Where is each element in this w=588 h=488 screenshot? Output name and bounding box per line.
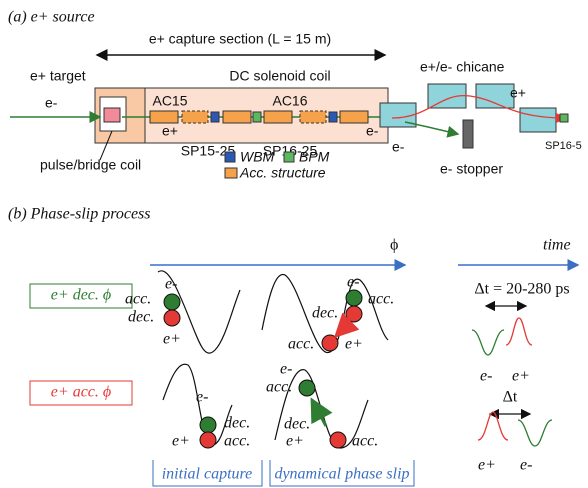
solenoid-label: DC solenoid coil: [229, 68, 330, 84]
phase-label: acc.: [368, 291, 394, 308]
pulse-label: e-: [480, 368, 492, 385]
pulse-label: e+: [512, 368, 530, 385]
component: [520, 108, 556, 132]
phase-label: e+: [163, 331, 181, 348]
phase-label: e-: [196, 389, 208, 406]
section-title: (a) e+ source: [8, 9, 95, 26]
phase-label: e-: [280, 361, 292, 378]
delta-label: Δt: [503, 389, 518, 406]
phase-label: acc.: [266, 379, 292, 396]
component: [284, 152, 294, 162]
component: [560, 114, 568, 122]
diagram: (a) e+ source e+ capture section (L = 15…: [0, 0, 588, 488]
component: [264, 111, 292, 123]
particle: [299, 380, 315, 396]
curve: [518, 420, 552, 446]
legend-label: BPM: [299, 149, 330, 165]
pulse-label: e-: [520, 457, 532, 474]
phase-label: dec.: [312, 305, 338, 322]
component: [150, 111, 178, 123]
component: [329, 112, 337, 122]
pulse-label: e+: [478, 457, 496, 474]
particle: [346, 306, 362, 322]
component: [223, 111, 251, 123]
component: [300, 111, 326, 123]
phase-label: acc.: [125, 291, 151, 308]
phase-label: dec.: [224, 415, 250, 432]
phase-label: e+: [286, 433, 304, 450]
component: [225, 168, 237, 178]
section-title: (b) Phase-slip process: [8, 206, 151, 223]
component: [463, 120, 473, 148]
component: [340, 111, 368, 123]
axis-label: time: [543, 237, 571, 254]
page: (a) e+ source e+ capture section (L = 15…: [0, 0, 588, 488]
curve: [506, 318, 532, 345]
phase-label: dec.: [128, 309, 154, 326]
phase-label: e-: [165, 276, 177, 293]
structure-label: AC16: [272, 93, 307, 109]
station-label: SP16-5: [545, 140, 582, 152]
arrow: [336, 322, 350, 336]
phase-label: e+: [345, 336, 363, 353]
target-label: e+ target: [30, 68, 86, 84]
particle: [200, 432, 216, 448]
component: [104, 108, 120, 122]
particle-label: e-: [366, 123, 379, 139]
particle-label: e-: [392, 139, 405, 155]
phase-label: e+: [172, 433, 190, 450]
phase-label: e-: [347, 274, 359, 291]
particle: [200, 417, 216, 433]
curve: [478, 412, 508, 440]
phase-label: dec.: [284, 416, 310, 433]
particle: [164, 294, 180, 310]
particle: [330, 432, 346, 448]
phase-label: acc.: [224, 433, 250, 450]
phase-label: acc.: [352, 433, 378, 450]
caption: dynamical phase slip: [274, 466, 409, 483]
delta-label: Δt = 20-280 ps: [474, 281, 569, 298]
stopper-label: e- stopper: [440, 161, 503, 177]
curve: [472, 330, 504, 355]
arrow: [312, 400, 326, 426]
particle: [346, 290, 362, 306]
component: [211, 112, 219, 122]
caption: initial capture: [162, 466, 253, 483]
coil-label: pulse/bridge coil: [40, 157, 141, 173]
chicane-label: e+/e- chicane: [420, 59, 505, 75]
component: [182, 111, 208, 123]
particle: [322, 335, 338, 351]
structure-label: AC15: [152, 93, 187, 109]
legend-label: Acc. structure: [239, 165, 326, 181]
mode-label: e+ acc. ϕ: [51, 384, 111, 401]
particle: [164, 310, 180, 326]
particle-label: e+: [510, 85, 526, 101]
capture-label: e+ capture section (L = 15 m): [149, 31, 331, 47]
axis-label: ϕ: [390, 237, 398, 254]
component: [476, 84, 514, 108]
phase-label: acc.: [288, 336, 314, 353]
curve: [405, 122, 458, 134]
component: [253, 112, 261, 122]
particle-label: e+: [162, 123, 178, 139]
component: [225, 152, 235, 162]
mode-label: e+ dec. ϕ: [51, 287, 111, 304]
legend-label: WBM: [240, 149, 275, 165]
beam-label: e-: [45, 95, 58, 111]
